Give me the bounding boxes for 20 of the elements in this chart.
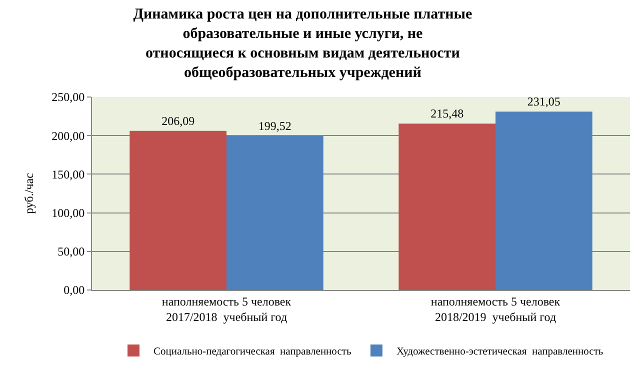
y-tick-label: 0,00 <box>64 283 85 298</box>
y-tick-label: 200,00 <box>52 128 85 143</box>
bar <box>398 124 496 290</box>
data-label: 206,09 <box>162 114 195 128</box>
legend-label: Художественно-эстетическая направленность <box>396 346 604 358</box>
y-tick-label: 50,00 <box>58 244 85 259</box>
data-label: 231,05 <box>527 94 560 109</box>
chart-title: Динамика роста цен на дополнительные платные образовательные и иные услуги, не относящиеся к основным видам деятельности общеобразовательных учреждений <box>133 6 472 81</box>
bar <box>130 130 226 290</box>
legend-label: Социально-педагогическая направленность <box>154 346 352 358</box>
x-tick-label: наполняемость 5 человек 2017/2018 учебный год <box>162 294 292 324</box>
data-label: 215,48 <box>430 106 464 121</box>
x-tick-label: наполняемость 5 человек 2018/2019 учебный год <box>430 294 560 324</box>
data-label: 199,52 <box>258 118 292 133</box>
y-tick-label: 250,00 <box>52 90 85 104</box>
y-axis-title: руб./час <box>22 173 36 214</box>
bar <box>226 136 324 290</box>
y-tick-label: 100,00 <box>52 206 85 220</box>
y-tick-label: 150,00 <box>52 167 85 182</box>
bar <box>496 112 592 290</box>
